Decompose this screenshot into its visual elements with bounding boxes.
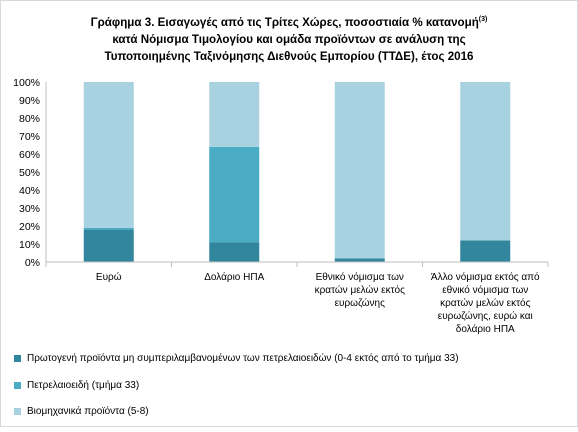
bar-segment-3 <box>209 82 260 147</box>
bar-segment-3 <box>83 82 134 228</box>
bar-segment-3 <box>334 82 385 259</box>
legend-item: Βιομηχανικά προϊόντα (5-8) <box>14 405 459 418</box>
legend-label: Βιομηχανικά προϊόντα (5-8) <box>27 406 149 417</box>
category-label-line: δολάριο ΗΠΑ <box>455 324 515 335</box>
y-tick-label: 90% <box>19 95 40 107</box>
category-label: Ευρώ <box>50 271 168 284</box>
y-tick-label: 60% <box>19 149 40 161</box>
y-tick-label: 0% <box>25 257 40 269</box>
legend-item: Πετρελαιοειδή (τμήμα 33) <box>14 379 459 392</box>
legend-item: Πρωτογενή προϊόντα μη συμπεριλαμβανομένω… <box>14 352 459 365</box>
title-footnote-mark: (3) <box>478 16 488 23</box>
legend: Πρωτογενή προϊόντα μη συμπεριλαμβανομένω… <box>14 352 459 432</box>
legend-swatch <box>14 408 21 415</box>
y-tick-label: 70% <box>19 131 40 143</box>
category-label-line: κρατών μελών εκτός <box>440 298 531 309</box>
title-line-1: Γράφημα 3. Εισαγωγές από τις Τρίτες Χώρε… <box>90 15 488 29</box>
title-line-2: κατά Νόμισμα Τιμολογίου και ομάδα προϊόν… <box>112 32 466 46</box>
legend-label: Πρωτογενή προϊόντα μη συμπεριλαμβανομένω… <box>27 353 459 364</box>
bar-segment-1 <box>334 258 385 262</box>
category-label-line: Δολάριο ΗΠΑ <box>204 272 265 283</box>
bar-segment-1 <box>460 240 511 262</box>
y-tick-label: 20% <box>19 221 40 233</box>
y-tick-label: 100% <box>13 77 40 89</box>
category-label-line: Εθνικό νόμισμα των <box>315 272 404 283</box>
bar-segment-2 <box>209 146 260 243</box>
category-label-line: κρατών μελών εκτός <box>314 285 405 296</box>
bar-segment-1 <box>209 242 260 262</box>
y-tick-label: 50% <box>19 167 40 179</box>
category-label-line: εθνικό νόμισμα των <box>442 285 529 296</box>
y-tick-label: 80% <box>19 113 40 125</box>
category-label: Άλλο νόμισμα εκτός από εθνικό νόμισμα των… <box>426 271 544 336</box>
category-label-line: ευρωζώνης <box>334 298 385 309</box>
legend-label: Πετρελαιοειδή (τμήμα 33) <box>27 379 140 391</box>
category-label: Εθνικό νόμισμα των κρατών μελών εκτός ευρω… <box>301 271 419 310</box>
category-label: Δολάριο ΗΠΑ <box>175 271 293 284</box>
bar-segment-2 <box>83 227 134 230</box>
bar-segment-1 <box>83 229 134 262</box>
y-tick-label: 40% <box>19 185 40 197</box>
legend-swatch <box>14 381 21 389</box>
bar-segment-3 <box>460 82 511 241</box>
category-label-line: Ευρώ <box>95 272 122 283</box>
legend-swatch <box>14 355 21 362</box>
chart-title: Γράφημα 3. Εισαγωγές από τις Τρίτες Χώρε… <box>0 11 578 65</box>
y-tick-label: 10% <box>19 239 40 251</box>
category-label-line: ευρωζώνης, ευρώ και <box>437 311 533 322</box>
title-line-3: Τυποποιημένης Ταξινόμησης Διεθνούς Εμπορ… <box>104 49 474 63</box>
y-tick-label: 30% <box>19 203 40 215</box>
category-label-line: Άλλο νόμισμα εκτός από <box>430 272 540 283</box>
